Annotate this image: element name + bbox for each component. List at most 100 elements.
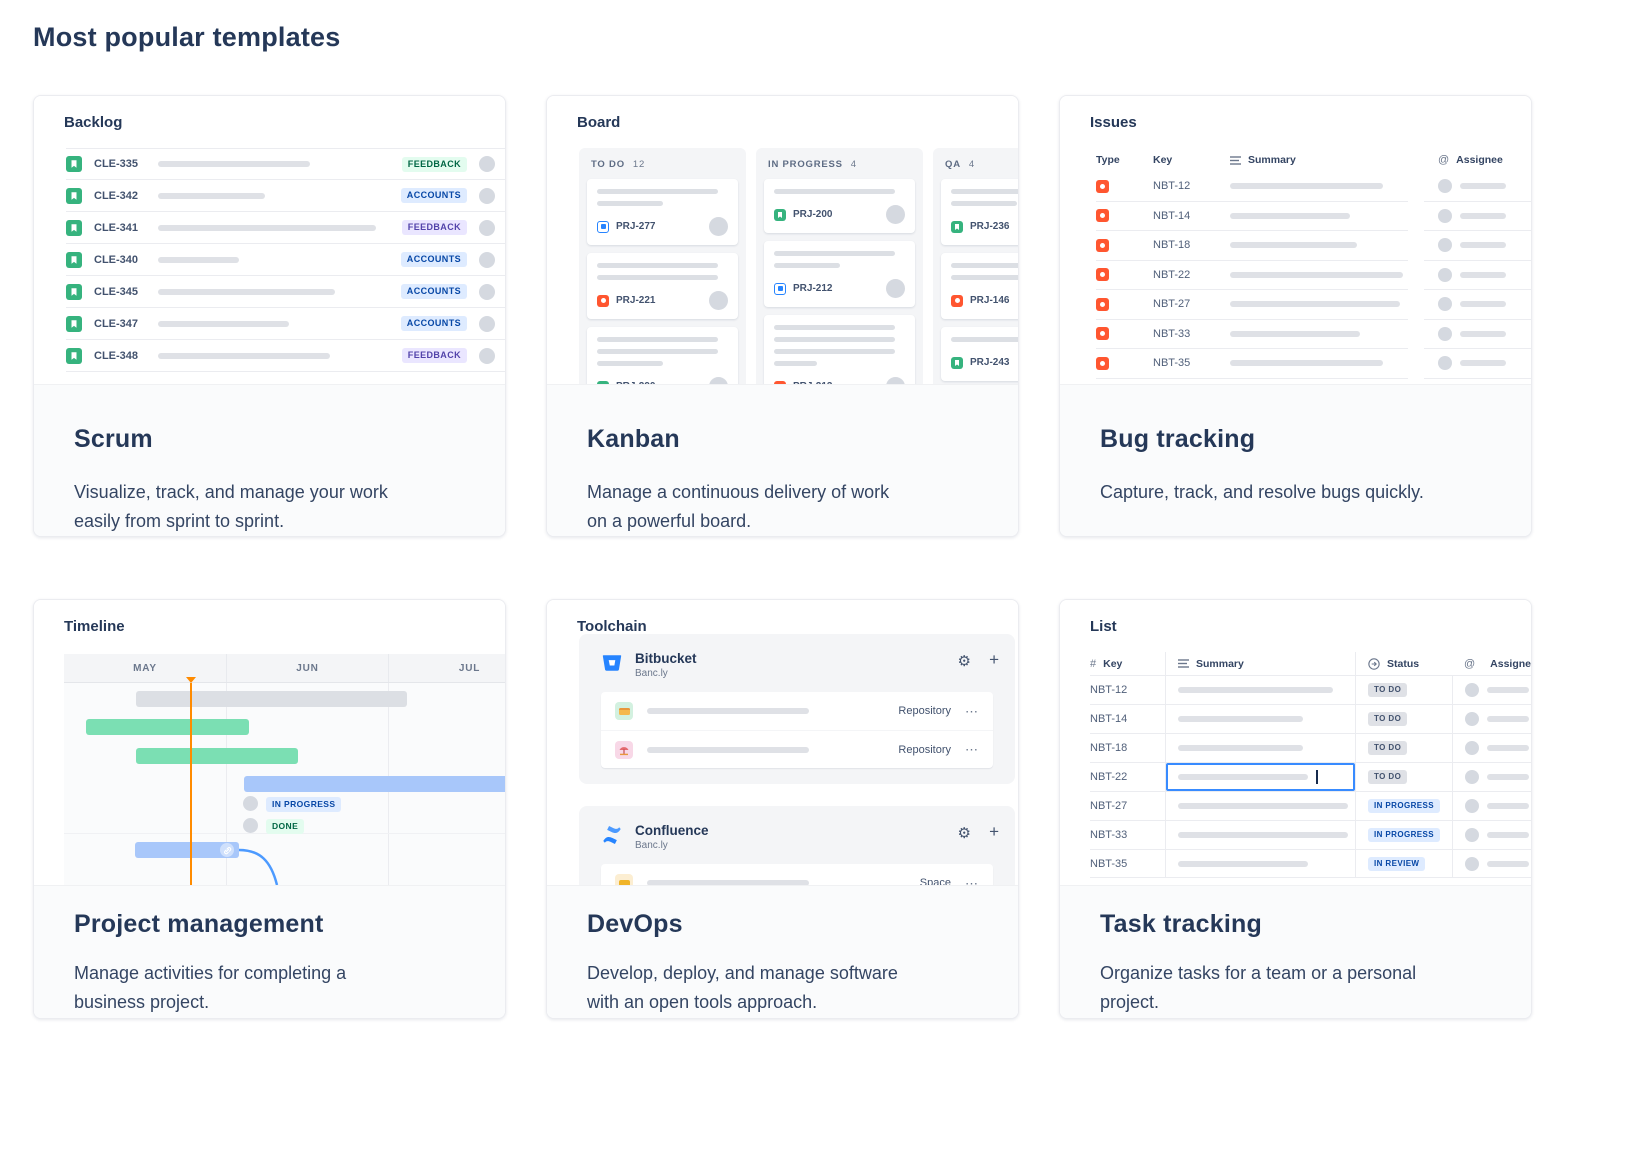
card-title: DevOps	[587, 910, 683, 939]
text-skeleton	[597, 275, 718, 280]
tool-section-bitbucket: Bitbucket Banc.ly ⚙ + Repository ⋯	[579, 634, 1015, 785]
list-row: NBT-33 IN PROGRESS	[1090, 820, 1531, 850]
backlog-row: CLE-335 FEEDBACK	[66, 148, 505, 180]
issue-key: NBT-33	[1153, 327, 1191, 340]
template-card-task-tracking[interactable]: List # Key Summary Status @ Assignee NBT-1…	[1059, 599, 1532, 1019]
bug-icon	[1096, 297, 1109, 311]
bug-icon	[1096, 209, 1109, 223]
story-icon	[66, 187, 82, 204]
list-preview: List # Key Summary Status @ Assignee NBT-1…	[1060, 600, 1531, 886]
task-icon	[774, 282, 786, 295]
template-card-project-management[interactable]: Timeline MAY JUN JUL	[33, 599, 506, 1019]
avatar	[709, 217, 728, 236]
list-row: NBT-27 IN PROGRESS	[1090, 791, 1531, 821]
avatar	[479, 156, 495, 172]
selected-summary-cell[interactable]	[1166, 763, 1355, 792]
plus-icon: +	[989, 822, 999, 842]
templates-page: Most popular templates Backlog CLE-335 F…	[0, 0, 1630, 1019]
summary-skeleton	[1230, 301, 1400, 308]
backlog-row: CLE-342 ACCOUNTS	[66, 180, 505, 212]
avatar	[1465, 856, 1479, 871]
scrum-info: Scrum Visualize, track, and manage your …	[34, 384, 505, 537]
summary-skeleton	[1230, 271, 1403, 278]
at-icon: @	[1464, 657, 1476, 670]
summary-skeleton	[158, 320, 289, 327]
story-icon	[66, 219, 82, 236]
task-icon	[597, 220, 609, 233]
status-badge: IN PROGRESS	[1368, 828, 1440, 843]
avatar	[479, 251, 495, 268]
summary-skeleton	[158, 192, 265, 199]
board-card: PRJ-212	[764, 241, 915, 307]
issue-row: NBT-12	[1096, 172, 1531, 202]
template-card-scrum[interactable]: Backlog CLE-335 FEEDBACK CLE-342 ACCOUNT…	[33, 95, 506, 538]
row-kind: Space	[919, 877, 951, 886]
label-badge: ACCOUNTS	[400, 252, 467, 267]
text-skeleton	[951, 275, 1018, 280]
list-table: # Key Summary Status @ Assignee NBT-12 TO …	[1090, 652, 1531, 879]
avatar	[243, 796, 258, 812]
col-assignee: Assignee	[1490, 657, 1531, 670]
confluence-logo-icon	[601, 824, 623, 851]
column-header: TO DO 12	[591, 159, 646, 170]
backlog-row: CLE-348 FEEDBACK	[66, 340, 505, 372]
board-card: PRJ-277	[587, 179, 738, 245]
text-skeleton	[597, 361, 663, 366]
column-header: IN PROGRESS 4	[768, 159, 857, 170]
card-title: Scrum	[74, 425, 153, 453]
gridline	[226, 683, 227, 886]
board-card: PRJ-290	[587, 327, 738, 384]
column-count: 4	[968, 159, 975, 170]
repo-emoji-tile	[615, 740, 633, 759]
list-preview-title: List	[1090, 618, 1117, 636]
status-badge: TO DO	[1368, 741, 1408, 756]
avatar	[479, 315, 495, 332]
text-skeleton	[774, 263, 840, 268]
avatar	[479, 219, 495, 236]
issue-key: PRJ-213	[793, 381, 832, 384]
month-label: MAY	[133, 662, 157, 674]
template-card-devops[interactable]: Toolchain Bitbucket Banc.ly ⚙ +	[546, 599, 1019, 1019]
repo-name-skeleton	[647, 746, 809, 753]
summary-skeleton	[158, 256, 239, 263]
avatar	[479, 283, 495, 300]
summary-skeleton	[1230, 212, 1350, 219]
tool-header: Bitbucket Banc.ly ⚙ +	[579, 634, 1015, 692]
assignee-skeleton	[1460, 330, 1506, 337]
list-row: NBT-22 TO DO	[1090, 762, 1531, 792]
card-description: Capture, track, and resolve bugs quickly…	[1100, 482, 1424, 502]
status-badge: IN REVIEW	[1368, 856, 1426, 871]
issues-header-row: Type Key Summary @ Assignee	[1096, 148, 1531, 172]
card-description: Organize tasks for a team or a personal …	[1100, 963, 1417, 1013]
issue-key: NBT-14	[1153, 209, 1191, 222]
label-badge: FEEDBACK	[401, 156, 467, 172]
issue-key: PRJ-221	[616, 295, 656, 306]
bug-icon	[1096, 356, 1109, 370]
gear-icon: ⚙	[957, 825, 971, 843]
issues-preview: Issues Type Key Summary @ Assignee	[1060, 96, 1531, 384]
template-card-bug-tracking[interactable]: Issues Type Key Summary @ Assignee	[1059, 95, 1532, 538]
text-skeleton	[597, 263, 718, 268]
assignee-skeleton	[1487, 745, 1529, 752]
text-skeleton	[597, 201, 663, 206]
card-description: Manage a continuous delivery of work on …	[587, 482, 890, 532]
summary-skeleton	[1178, 832, 1348, 839]
board-card: PRJ-146	[941, 253, 1018, 319]
avatar	[709, 377, 728, 384]
board-card: PRJ-221	[587, 253, 738, 319]
repo-emoji-tile	[615, 702, 633, 721]
list-header-row: # Key Summary Status @ Assignee	[1090, 652, 1531, 676]
backlog-row: CLE-340 ACCOUNTS	[66, 244, 505, 276]
tool-panel: Repository ⋯ Repository ⋯	[601, 692, 993, 769]
issue-key: NBT-33	[1090, 829, 1128, 842]
list-row: NBT-18 TO DO	[1090, 733, 1531, 763]
status-badge: TO DO	[1368, 683, 1408, 698]
summary-skeleton	[1230, 183, 1383, 190]
status-badge: TO DO	[1368, 712, 1408, 727]
board-card: PRJ-243	[941, 327, 1018, 381]
text-skeleton	[597, 349, 718, 354]
summary-skeleton	[1230, 242, 1357, 249]
issue-key: NBT-14	[1090, 713, 1128, 726]
issue-key: PRJ-277	[616, 221, 656, 232]
template-card-kanban[interactable]: Board TO DO 12 PRJ-277 PRJ-221	[546, 95, 1019, 538]
